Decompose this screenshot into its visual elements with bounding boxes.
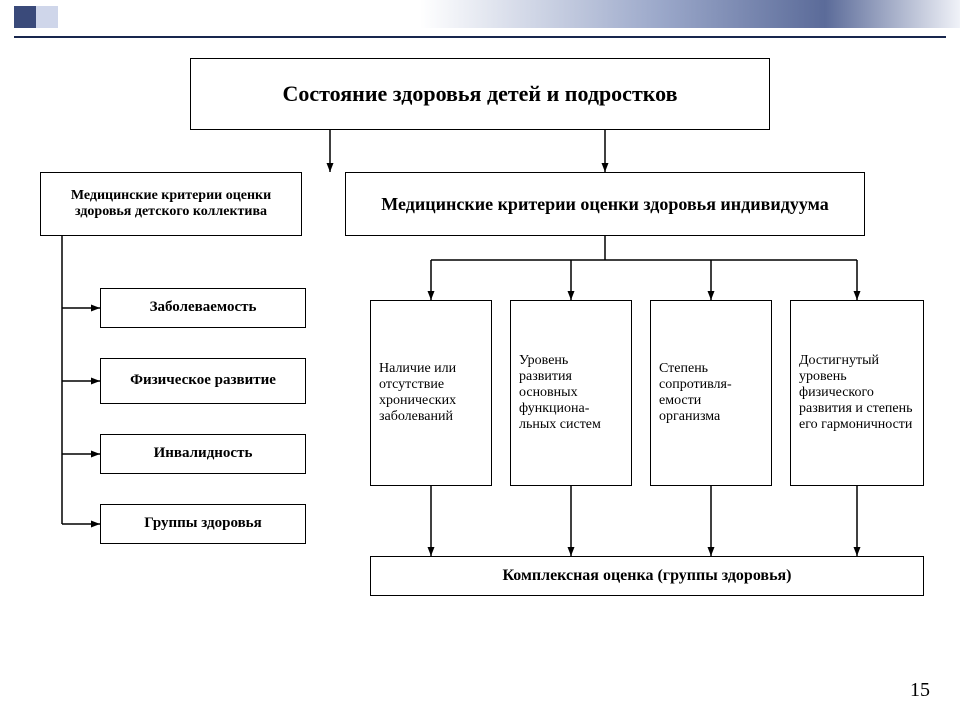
node-label: Заболеваемость xyxy=(150,299,257,316)
slide-decor xyxy=(0,0,960,40)
node-label: Комплексная оценка (группы здоровья) xyxy=(502,567,791,585)
node-label: Уровень развития основных функциона-льны… xyxy=(519,353,623,433)
decor-square-light xyxy=(36,6,58,28)
node-disability: Инвалидность xyxy=(100,434,306,474)
decor-rule xyxy=(14,36,946,38)
node-achieved-level: Достигнутый уровень физического развития… xyxy=(790,300,924,486)
node-label: Физическое развитие xyxy=(130,372,276,389)
node-label: Степень сопротивля-емости организма xyxy=(659,361,763,425)
node-chronic: Наличие или отсутствие хронических забол… xyxy=(370,300,492,486)
node-resistance: Степень сопротивля-емости организма xyxy=(650,300,772,486)
node-right-heading: Медицинские критерии оценки здоровья инд… xyxy=(345,172,865,236)
page-number: 15 xyxy=(910,679,930,702)
node-phys-dev: Физическое развитие xyxy=(100,358,306,404)
node-complex-eval: Комплексная оценка (группы здоровья) xyxy=(370,556,924,596)
node-left-heading: Медицинские критерии оценки здоровья дет… xyxy=(40,172,302,236)
node-func-systems: Уровень развития основных функциона-льны… xyxy=(510,300,632,486)
node-label: Состояние здоровья детей и подростков xyxy=(283,81,678,106)
node-label: Медицинские критерии оценки здоровья дет… xyxy=(49,188,293,220)
node-label: Инвалидность xyxy=(154,445,253,462)
node-health-groups: Группы здоровья xyxy=(100,504,306,544)
node-morbidity: Заболеваемость xyxy=(100,288,306,328)
node-root: Состояние здоровья детей и подростков xyxy=(190,58,770,130)
decor-gradient xyxy=(420,0,960,28)
node-label: Наличие или отсутствие хронических забол… xyxy=(379,361,483,425)
node-label: Медицинские критерии оценки здоровья инд… xyxy=(381,194,829,215)
decor-square-dark xyxy=(14,6,36,28)
node-label: Группы здоровья xyxy=(144,515,261,532)
node-label: Достигнутый уровень физического развития… xyxy=(799,353,915,433)
